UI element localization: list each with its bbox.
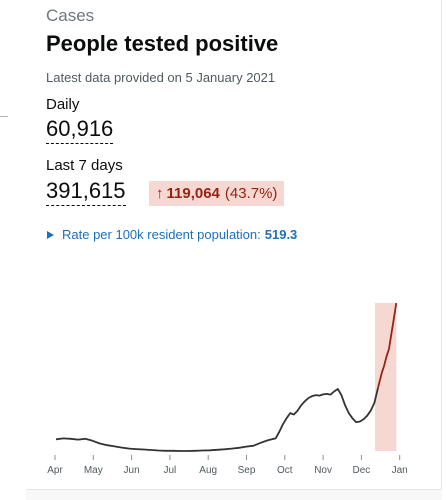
change-value: 119,064: [166, 185, 220, 202]
x-axis: Apr May Jun Jul Aug Sep Oct Nov Dec Jan: [47, 455, 408, 476]
last7-label: Last 7 days: [46, 157, 123, 174]
daily-label: Daily: [46, 96, 80, 113]
last7-value[interactable]: 391,615: [46, 179, 126, 206]
cases-line-recent: [377, 302, 398, 389]
x-tick-label: Jun: [124, 465, 140, 476]
card-category: Cases: [46, 6, 95, 25]
x-tick-label: Apr: [47, 465, 63, 476]
daily-value[interactable]: 60,916: [46, 117, 114, 144]
arrow-up-icon: ↑: [156, 185, 164, 202]
x-tick-label: Aug: [199, 465, 217, 476]
x-tick-label: Jul: [164, 465, 177, 476]
expand-triangle-icon: [47, 230, 54, 239]
x-tick-label: May: [84, 465, 103, 476]
right-border: [441, 0, 442, 500]
latest-data-date: Latest data provided on 5 January 2021: [46, 70, 276, 85]
x-tick-label: Dec: [353, 465, 371, 476]
x-tick-label: Jan: [392, 465, 408, 476]
x-tick-label: Oct: [277, 465, 293, 476]
change-percentage: (43.7%): [224, 185, 278, 202]
cases-line-group: [55, 302, 398, 452]
rate-toggle[interactable]: Rate per 100k resident population: 519.3: [46, 227, 297, 242]
card-title: People tested positive: [46, 31, 279, 56]
x-tick-label: Nov: [314, 465, 332, 476]
rate-value: 519.3: [264, 227, 298, 242]
rate-label: Rate per 100k resident population:: [62, 227, 261, 242]
x-tick-label: Sep: [238, 465, 256, 476]
change-badge: ↑ 119,064 (43.7%): [149, 181, 285, 206]
left-divider: [0, 116, 8, 117]
bottom-border: [26, 489, 442, 500]
cases-line: [55, 387, 379, 452]
